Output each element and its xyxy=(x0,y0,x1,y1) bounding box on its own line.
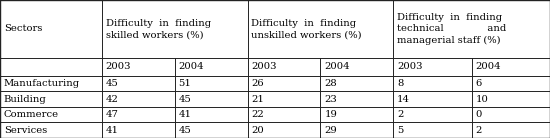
Text: 45: 45 xyxy=(106,79,118,88)
Text: 2004: 2004 xyxy=(324,62,350,71)
Text: 8: 8 xyxy=(397,79,404,88)
Text: 2003: 2003 xyxy=(397,62,422,71)
Text: Difficulty  in  finding
skilled workers (%): Difficulty in finding skilled workers (%… xyxy=(106,19,211,39)
Text: 47: 47 xyxy=(106,110,118,119)
Text: 51: 51 xyxy=(178,79,191,88)
Text: Manufacturing: Manufacturing xyxy=(4,79,80,88)
Text: 42: 42 xyxy=(106,95,118,104)
Text: 28: 28 xyxy=(324,79,337,88)
Text: Building: Building xyxy=(4,95,47,104)
Text: 19: 19 xyxy=(324,110,337,119)
Text: 0: 0 xyxy=(475,110,482,119)
Text: 29: 29 xyxy=(324,126,337,135)
Text: 23: 23 xyxy=(324,95,337,104)
Text: 45: 45 xyxy=(178,95,191,104)
Text: 45: 45 xyxy=(178,126,191,135)
Text: 2003: 2003 xyxy=(251,62,277,71)
Text: Commerce: Commerce xyxy=(4,110,59,119)
Text: 6: 6 xyxy=(475,79,482,88)
Text: Difficulty  in  finding
technical              and
managerial staff (%): Difficulty in finding technical and mana… xyxy=(397,13,507,45)
Text: 22: 22 xyxy=(251,110,264,119)
Text: 21: 21 xyxy=(251,95,264,104)
Text: 14: 14 xyxy=(397,95,410,104)
Text: 41: 41 xyxy=(106,126,119,135)
Text: 2004: 2004 xyxy=(475,62,501,71)
Text: 10: 10 xyxy=(475,95,488,104)
Text: 41: 41 xyxy=(178,110,191,119)
Text: Sectors: Sectors xyxy=(4,24,42,34)
Text: 5: 5 xyxy=(397,126,404,135)
Text: Difficulty  in  finding
unskilled workers (%): Difficulty in finding unskilled workers … xyxy=(251,19,362,39)
Text: 2: 2 xyxy=(475,126,482,135)
Text: 20: 20 xyxy=(251,126,264,135)
Text: Services: Services xyxy=(4,126,47,135)
Text: 2004: 2004 xyxy=(178,62,204,71)
Text: 2003: 2003 xyxy=(106,62,131,71)
Text: 2: 2 xyxy=(397,110,404,119)
Text: 26: 26 xyxy=(251,79,264,88)
